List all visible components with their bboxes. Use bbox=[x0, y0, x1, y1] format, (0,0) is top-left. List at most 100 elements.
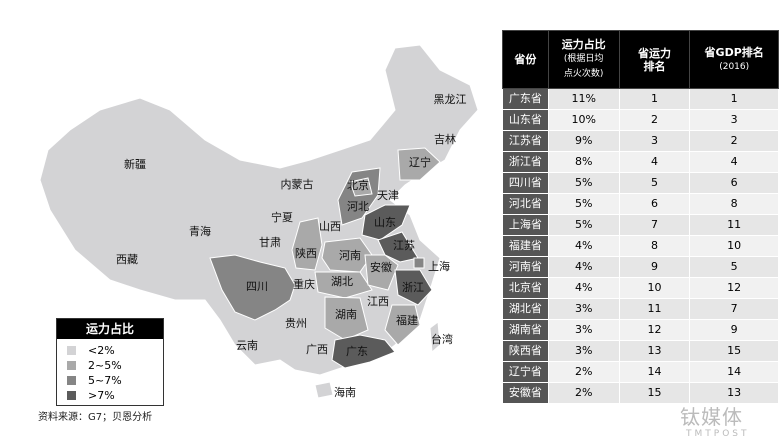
cell-province: 陕西省 bbox=[502, 340, 549, 362]
cell-province: 江苏省 bbox=[502, 130, 549, 152]
cell-province: 四川省 bbox=[502, 172, 549, 194]
cell-province: 辽宁省 bbox=[502, 361, 549, 383]
province-shape-fujian bbox=[384, 304, 421, 346]
cell-share: 8% bbox=[547, 151, 620, 173]
legend-swatch bbox=[67, 376, 76, 385]
cell-gdp-rank: 14 bbox=[689, 361, 779, 383]
ranking-table: 省份 运力占比 (根据日均 点火次数) 省运力 排名 省GDP排名 (2016) 广东省… bbox=[502, 30, 779, 404]
cell-rank: 10 bbox=[618, 277, 691, 299]
cell-share: 2% bbox=[547, 361, 620, 383]
header-share: 运力占比 (根据日均 点火次数) bbox=[547, 30, 620, 89]
cell-gdp-rank: 7 bbox=[689, 298, 779, 320]
province-label: 吉林 bbox=[434, 132, 456, 146]
table-row: 陕西省 3% 13 15 bbox=[502, 340, 779, 362]
watermark-logo: 钛媒体 bbox=[680, 405, 743, 429]
legend-label: 5~7% bbox=[88, 374, 122, 387]
cell-province: 福建省 bbox=[502, 235, 549, 257]
cell-share: 4% bbox=[547, 256, 620, 278]
province-label: 天津 bbox=[377, 189, 399, 202]
province-shape-liaoning bbox=[397, 147, 441, 181]
province-label: 辽宁 bbox=[409, 155, 431, 169]
province-label: 湖南 bbox=[335, 308, 357, 321]
cell-share: 5% bbox=[547, 214, 620, 236]
province-label: 西藏 bbox=[116, 253, 138, 266]
cell-province: 河北省 bbox=[502, 193, 549, 215]
cell-rank: 11 bbox=[618, 298, 691, 320]
cell-gdp-rank: 1 bbox=[689, 88, 779, 110]
table-row: 山东省 10% 2 3 bbox=[502, 109, 779, 131]
province-label: 广西 bbox=[306, 343, 328, 356]
header-province: 省份 bbox=[502, 30, 549, 89]
province-label: 河南 bbox=[339, 249, 361, 262]
province-label: 青海 bbox=[189, 224, 211, 238]
cell-province: 广东省 bbox=[502, 88, 549, 110]
province-label: 浙江 bbox=[402, 281, 424, 294]
cell-gdp-rank: 12 bbox=[689, 277, 779, 299]
cell-province: 北京省 bbox=[502, 277, 549, 299]
header-rank: 省运力 排名 bbox=[618, 30, 691, 89]
province-label: 新疆 bbox=[124, 157, 146, 171]
cell-gdp-rank: 9 bbox=[689, 319, 779, 341]
cell-gdp-rank: 13 bbox=[689, 382, 779, 404]
cell-rank: 13 bbox=[618, 340, 691, 362]
province-label: 安徽 bbox=[370, 260, 392, 274]
province-label: 台湾 bbox=[431, 332, 453, 346]
cell-gdp-rank: 3 bbox=[689, 109, 779, 131]
province-label: 福建 bbox=[396, 313, 418, 327]
province-label: 贵州 bbox=[285, 317, 307, 330]
province-label: 陕西 bbox=[295, 246, 317, 260]
province-label: 河北 bbox=[347, 200, 369, 213]
province-shape-anhui bbox=[364, 254, 399, 291]
cell-rank: 6 bbox=[618, 193, 691, 215]
province-label: 湖北 bbox=[331, 275, 353, 288]
header-gdp-rank: 省GDP排名 (2016) bbox=[689, 30, 779, 89]
cell-rank: 2 bbox=[618, 109, 691, 131]
province-shape-hubei bbox=[314, 271, 373, 299]
province-label: 云南 bbox=[236, 339, 258, 352]
table-row: 湖北省 3% 11 7 bbox=[502, 298, 779, 320]
cell-share: 3% bbox=[547, 298, 620, 320]
province-shape-shanghai bbox=[413, 257, 425, 269]
table-row: 广东省 11% 1 1 bbox=[502, 88, 779, 110]
province-label: 广东 bbox=[346, 345, 368, 358]
cell-province: 上海省 bbox=[502, 214, 549, 236]
table-row: 辽宁省 2% 14 14 bbox=[502, 361, 779, 383]
legend-label: <2% bbox=[88, 344, 115, 357]
cell-gdp-rank: 11 bbox=[689, 214, 779, 236]
province-shape-shandong bbox=[361, 204, 411, 241]
cell-gdp-rank: 15 bbox=[689, 340, 779, 362]
cell-rank: 14 bbox=[618, 361, 691, 383]
province-label: 江苏 bbox=[393, 239, 415, 252]
cell-province: 湖南省 bbox=[502, 319, 549, 341]
province-label: 江西 bbox=[367, 295, 389, 308]
province-label: 甘肃 bbox=[259, 236, 281, 249]
legend-label: 2~5% bbox=[88, 359, 122, 372]
cell-share: 4% bbox=[547, 277, 620, 299]
cell-rank: 1 bbox=[618, 88, 691, 110]
legend-swatch bbox=[67, 391, 76, 400]
province-shape-jiangsu bbox=[377, 231, 419, 263]
cell-province: 安徽省 bbox=[502, 382, 549, 404]
watermark-text: TMTPOST bbox=[686, 429, 750, 439]
cell-share: 5% bbox=[547, 193, 620, 215]
cell-share: 2% bbox=[547, 382, 620, 404]
cell-share: 10% bbox=[547, 109, 620, 131]
province-label: 山西 bbox=[319, 220, 341, 233]
cell-province: 湖北省 bbox=[502, 298, 549, 320]
table-row: 河北省 5% 6 8 bbox=[502, 193, 779, 215]
table-row: 河南省 4% 9 5 bbox=[502, 256, 779, 278]
province-label: 上海 bbox=[428, 259, 450, 273]
cell-rank: 15 bbox=[618, 382, 691, 404]
legend-swatch bbox=[67, 361, 76, 370]
cell-rank: 5 bbox=[618, 172, 691, 194]
cell-rank: 8 bbox=[618, 235, 691, 257]
table-row: 上海省 5% 7 11 bbox=[502, 214, 779, 236]
cell-gdp-rank: 6 bbox=[689, 172, 779, 194]
province-label: 黑龙江 bbox=[434, 93, 467, 106]
province-label: 重庆 bbox=[293, 277, 315, 291]
cell-province: 山东省 bbox=[502, 109, 549, 131]
cell-rank: 12 bbox=[618, 319, 691, 341]
table-row: 安徽省 2% 15 13 bbox=[502, 382, 779, 404]
legend-item: <2% bbox=[57, 343, 163, 358]
cell-share: 3% bbox=[547, 340, 620, 362]
